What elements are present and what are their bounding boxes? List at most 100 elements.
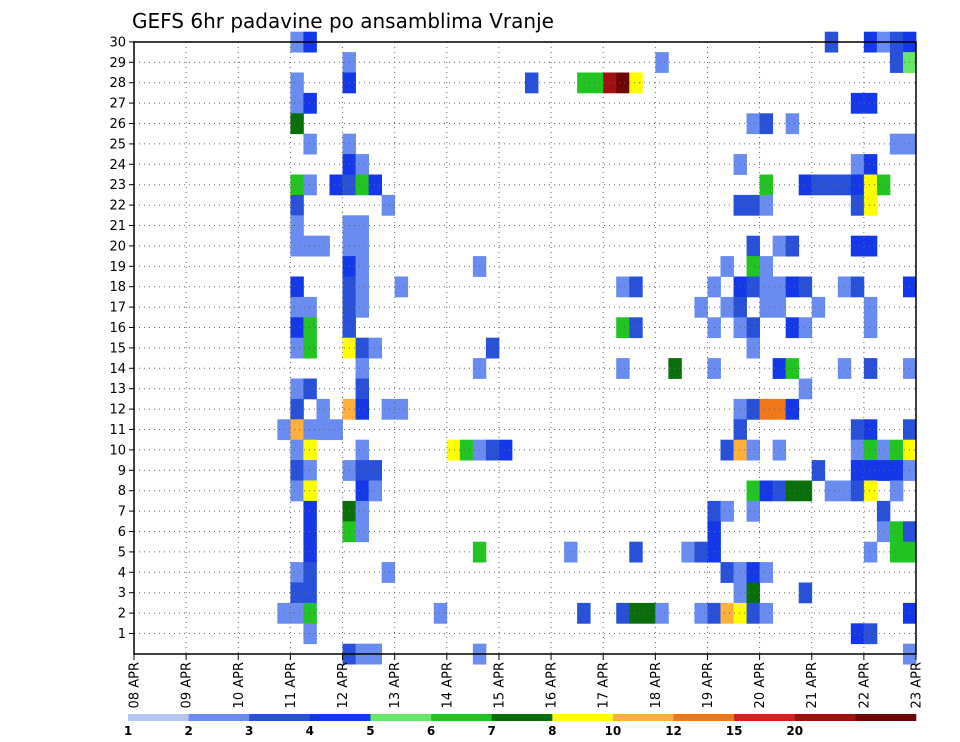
heatmap-cell [368,174,383,196]
y-tick-label: 17 [109,301,126,316]
heatmap-cell [733,562,747,583]
heatmap-cell [746,602,760,624]
heatmap-cell [381,398,396,420]
heatmap-cell [355,460,369,481]
legend-label: 6 [427,724,435,738]
y-tick-label: 15 [109,341,126,356]
y-tick-label: 7 [118,505,126,520]
heatmap-cell [290,398,304,420]
heatmap-cell [290,235,304,257]
heatmap-cell [629,541,643,563]
heatmap-cell [733,154,747,175]
y-tick-label: 27 [109,97,126,112]
heatmap-cell [303,460,317,481]
heatmap-cell [863,358,878,379]
legend-label: 8 [548,724,556,738]
legend-label: 4 [306,724,314,738]
heatmap-cell [759,562,774,583]
legend-swatch [673,714,735,721]
heatmap-cell [668,358,682,379]
heatmap-cell [889,52,904,73]
heatmap-cell [889,439,904,461]
heatmap-cell [863,460,878,481]
heatmap-cell [720,500,734,522]
heatmap-cell [303,500,317,522]
x-tick-label: 13 APR [388,662,403,708]
heatmap-cell [850,154,865,175]
heatmap-cell [720,439,734,461]
heatmap-cell [564,541,578,563]
heatmap-cell [876,174,891,196]
heatmap-cell [876,500,891,522]
heatmap-cell [863,296,878,318]
heatmap-cell [290,439,304,461]
heatmap-cell [798,174,813,196]
legend-swatch [855,714,917,721]
heatmap-cell [863,439,878,461]
legend-swatch [370,714,432,721]
heatmap-cell [746,398,760,420]
heatmap-cell [616,317,630,339]
heatmap-cell [355,276,369,298]
y-tick-label: 23 [109,178,126,193]
heatmap-cell [368,337,383,359]
heatmap-cell [850,480,865,502]
heatmap-cell [629,72,643,94]
heatmap-cell [290,602,304,624]
x-tick-label: 14 APR [440,662,455,708]
y-tick-label: 29 [109,56,126,71]
heatmap-cell [316,398,330,420]
color-legend: 1 2 3 4 5 6 7 8 10 12 15 20 [124,714,917,738]
heatmap-cell [355,296,369,318]
heatmap-cell [290,562,304,583]
heatmap-cell [290,337,304,359]
heatmap-cell [355,378,369,400]
heatmap-cell [863,92,878,114]
heatmap-cell [798,582,813,604]
heatmap-cell [290,378,304,400]
heatmap-cell [876,521,891,543]
heatmap-cell [485,337,500,359]
heatmap-cell [811,296,826,318]
heatmap-cell [355,358,369,379]
heatmap-cell [629,276,643,298]
heatmap-cell [525,72,539,94]
heatmap-cell [355,256,369,277]
heatmap-cell [733,419,747,441]
x-tick-label: 20 APR [753,662,768,708]
heatmap-cell [889,541,904,563]
heatmap-cell [850,623,865,645]
heatmap-cell [863,174,878,196]
legend-swatch [128,714,189,721]
heatmap-cell [590,72,604,94]
heatmap-cell [290,215,304,237]
heatmap-cell [290,480,304,502]
heatmap-cell [290,194,304,216]
heatmap-cell [290,174,304,196]
heatmap-cell [720,256,734,277]
legend-swatch [188,714,250,721]
x-tick-label: 11 APR [284,662,299,708]
heatmap-cell [290,460,304,481]
legend-label: 5 [366,724,374,738]
y-tick-label: 9 [118,464,126,479]
heatmap-cell [459,439,474,461]
heatmap-cell [746,317,760,339]
heatmap-cell [863,623,878,645]
heatmap-cell [746,235,760,257]
x-tick-label: 16 APR [545,662,560,708]
heatmap-cell [785,276,800,298]
heatmap-cell [746,194,760,216]
heatmap-cell [850,194,865,216]
y-tick-label: 18 [109,280,126,295]
heatmap-cell [733,582,747,604]
heatmap-cell [446,439,461,461]
heatmap-cell [616,72,630,94]
grid-lines [134,41,916,654]
heatmap-cell [394,398,409,420]
y-tick-label: 11 [109,423,126,438]
heatmap-cell [355,337,369,359]
heatmap-cell [303,235,317,257]
y-tick-label: 30 [109,35,126,50]
